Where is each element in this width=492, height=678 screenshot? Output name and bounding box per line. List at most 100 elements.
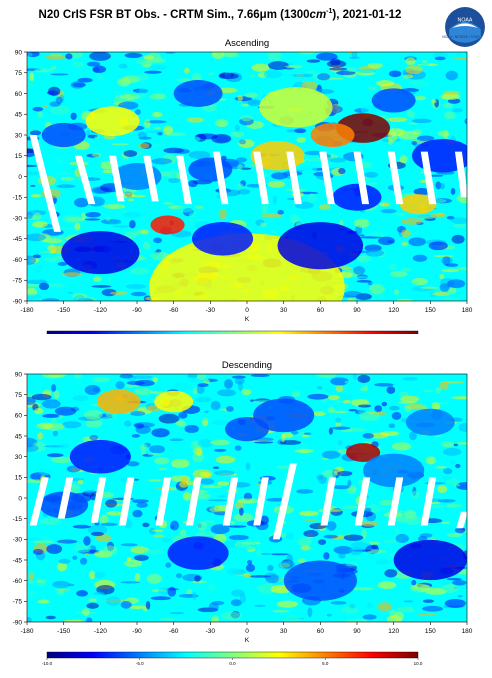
heatmap-speckle <box>102 545 118 556</box>
heatmap-speckle <box>151 158 173 165</box>
heatmap-speckle <box>123 211 142 218</box>
heatmap-speckle <box>227 525 247 528</box>
heatmap-speckle <box>241 103 249 107</box>
heatmap-speckle <box>366 86 377 91</box>
heatmap-speckle <box>451 396 467 400</box>
heatmap-speckle <box>317 73 331 81</box>
heatmap-speckle <box>208 602 219 612</box>
heatmap-speckle <box>265 574 280 584</box>
x-tick-label: 150 <box>425 307 436 314</box>
heatmap-speckle <box>238 507 244 516</box>
heatmap-speckle <box>86 520 93 527</box>
heatmap-speckle <box>335 385 344 392</box>
heatmap-speckle <box>186 117 205 123</box>
heatmap-speckle <box>101 416 112 420</box>
heatmap-speckle <box>360 386 369 392</box>
heatmap-speckle <box>267 52 282 62</box>
heatmap-speckle <box>194 205 204 209</box>
heatmap-speckle <box>187 374 198 378</box>
heatmap-speckle <box>138 142 150 149</box>
heatmap-speckle <box>29 130 42 136</box>
heatmap-speckle <box>217 495 227 498</box>
heatmap-feature <box>405 408 455 436</box>
heatmap-speckle <box>83 536 91 546</box>
heatmap-speckle <box>321 450 341 459</box>
heatmap-speckle <box>261 204 268 214</box>
heatmap-feature <box>332 183 382 211</box>
heatmap-speckle <box>38 469 52 476</box>
heatmap-speckle <box>134 572 141 582</box>
y-tick-label: -15 <box>13 195 23 202</box>
heatmap-speckle <box>139 443 148 451</box>
heatmap-speckle <box>406 110 416 118</box>
data-gap-swath <box>272 463 297 540</box>
heatmap-speckle <box>277 209 284 215</box>
heatmap-feature <box>371 88 416 113</box>
heatmap-speckle <box>224 540 239 548</box>
heatmap-speckle <box>457 594 463 598</box>
heatmap-speckle <box>403 515 423 525</box>
heatmap-speckle <box>176 573 183 579</box>
heatmap-speckle <box>405 65 423 75</box>
heatmap-speckle <box>346 297 356 301</box>
heatmap-speckle <box>165 562 172 568</box>
heatmap-speckle <box>118 63 128 69</box>
heatmap-feature <box>346 443 381 462</box>
heatmap-speckle <box>388 611 395 614</box>
heatmap-speckle <box>210 439 231 446</box>
heatmap-speckle <box>133 554 149 561</box>
heatmap-speckle <box>42 413 61 418</box>
heatmap-speckle <box>358 466 365 470</box>
heatmap-speckle <box>51 417 57 426</box>
heatmap-speckle <box>315 52 338 61</box>
heatmap-speckle <box>203 378 210 385</box>
heatmap-speckle <box>188 212 196 218</box>
heatmap-speckle <box>402 376 419 381</box>
heatmap-speckle <box>152 529 164 532</box>
heatmap-speckle <box>374 382 394 387</box>
heatmap-speckle <box>195 448 203 457</box>
heatmap-speckle <box>81 608 90 616</box>
heatmap-speckle <box>88 598 97 603</box>
heatmap-speckle <box>405 57 416 66</box>
heatmap-speckle <box>400 589 422 599</box>
heatmap-speckle <box>51 456 72 464</box>
heatmap-speckle <box>184 67 190 74</box>
heatmap-speckle <box>61 272 83 277</box>
heatmap-speckle <box>138 136 152 140</box>
heatmap-speckle <box>327 394 340 401</box>
y-tick-label: -60 <box>13 578 23 585</box>
heatmap-speckle <box>332 485 351 490</box>
heatmap-speckle <box>79 557 88 565</box>
y-tick-label: 60 <box>15 413 23 420</box>
heatmap-speckle <box>413 188 431 196</box>
heatmap-speckle <box>84 552 90 556</box>
heatmap-speckle <box>432 291 451 296</box>
heatmap-speckle <box>142 522 150 528</box>
heatmap-speckle <box>195 396 212 403</box>
heatmap-speckle <box>318 539 327 545</box>
heatmap-speckle <box>338 167 346 175</box>
heatmap-speckle <box>37 111 44 118</box>
heatmap-speckle <box>43 238 62 244</box>
heatmap-speckle <box>165 132 186 137</box>
heatmap-speckle <box>56 562 68 572</box>
heatmap-feature <box>69 439 131 474</box>
x-tick-label: 120 <box>388 307 399 314</box>
heatmap-speckle <box>306 193 318 203</box>
heatmap-speckle <box>434 466 447 469</box>
heatmap-speckle <box>153 126 162 130</box>
heatmap-speckle <box>286 554 293 562</box>
heatmap-speckle <box>53 390 60 399</box>
heatmap-speckle <box>296 136 306 143</box>
heatmap-speckle <box>340 505 362 509</box>
heatmap-speckle <box>442 103 453 109</box>
heatmap-speckle <box>72 555 78 560</box>
heatmap-speckle <box>443 111 456 120</box>
heatmap-speckle <box>105 216 112 222</box>
heatmap-speckle <box>37 535 50 543</box>
x-tick-label: 60 <box>317 307 325 314</box>
heatmap-speckle <box>399 155 408 164</box>
heatmap-speckle <box>56 589 65 595</box>
data-gap-swath <box>109 155 125 202</box>
